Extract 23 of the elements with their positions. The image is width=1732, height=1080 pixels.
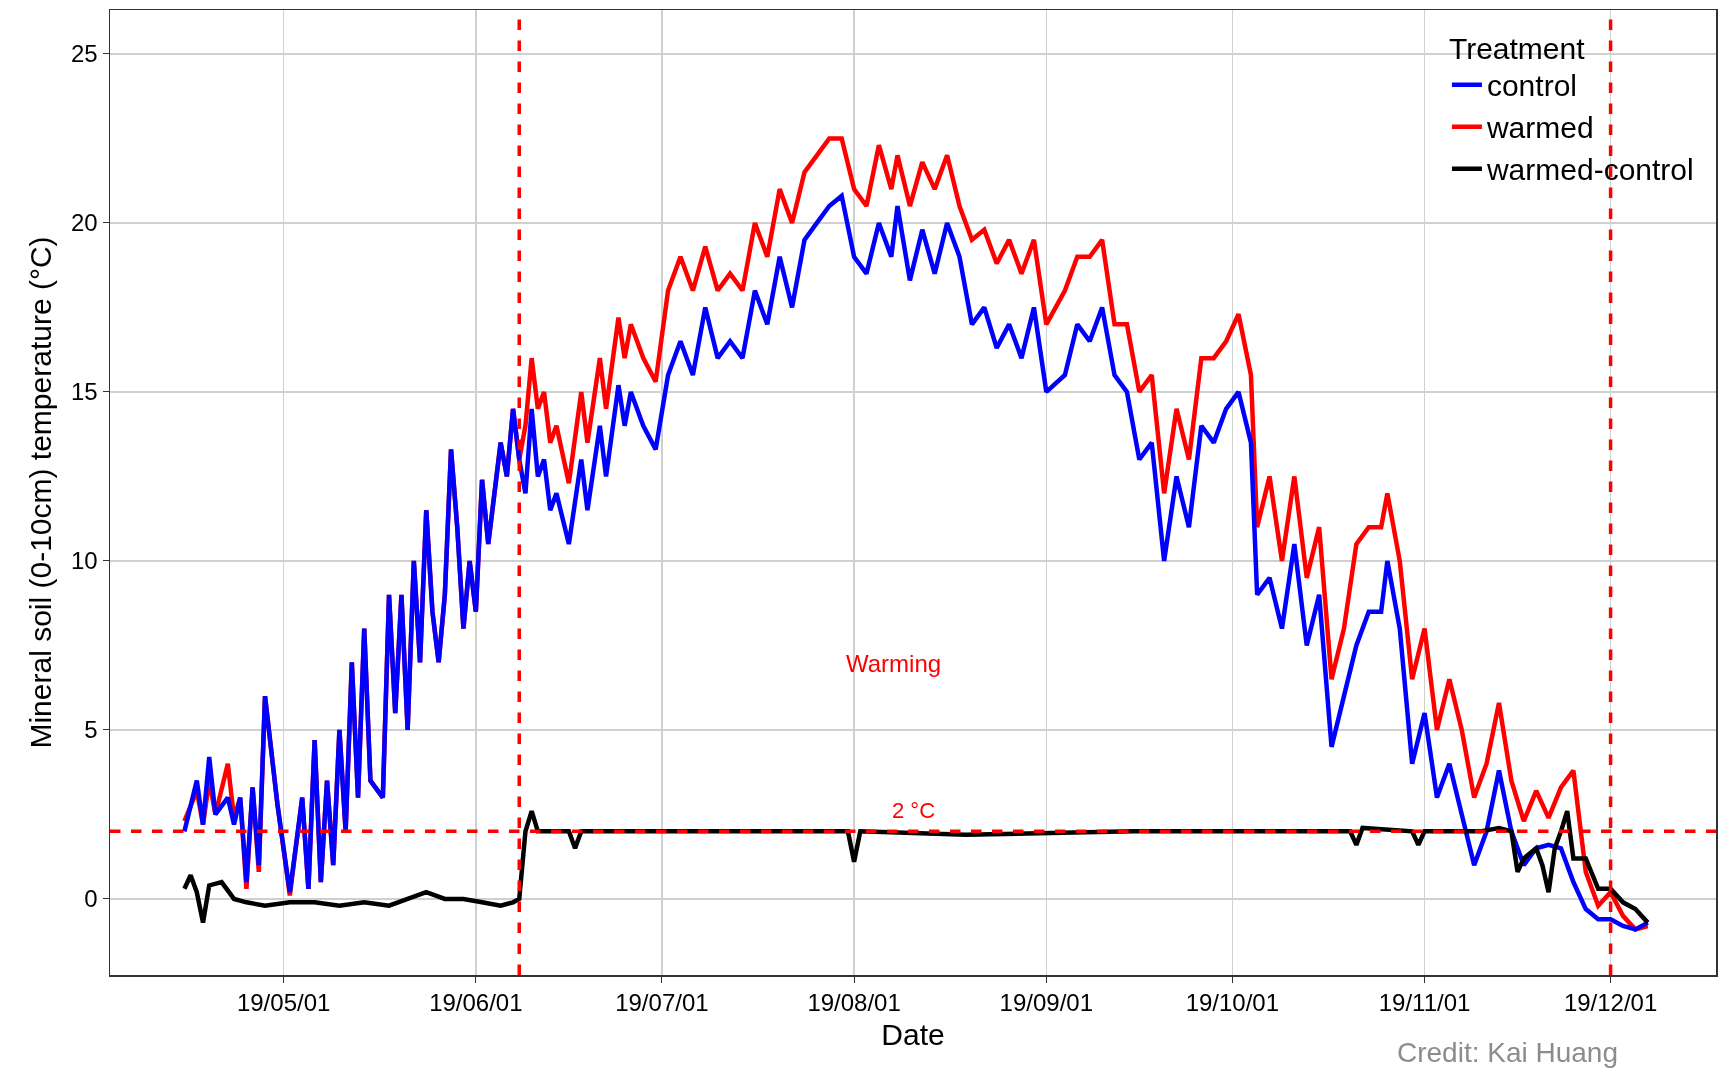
text: Credit: Kai Huang	[1397, 1037, 1619, 1068]
y-tick-label: 15	[71, 378, 98, 406]
x-axis-title: Date	[881, 1017, 945, 1051]
y-tick-label: 0	[84, 885, 98, 913]
legend-label: warmed	[1485, 111, 1594, 145]
y-tick-label: 5	[84, 716, 98, 744]
y-axis-title: Mineral soil (0-10cm) temperature (°C)	[24, 236, 58, 749]
x-tick-label: 19/11/01	[1378, 989, 1471, 1017]
ref-line-label: 2 °C	[892, 798, 936, 823]
x-tick-label: 19/05/01	[236, 989, 331, 1017]
legend-label: control	[1486, 69, 1577, 103]
y-tick-label: 25	[71, 40, 98, 68]
x-tick-label: 19/08/01	[807, 989, 901, 1017]
legend-label: warmed-control	[1485, 153, 1694, 187]
x-tick-label: 19/06/01	[429, 989, 523, 1017]
x-tick-label: 19/12/01	[1563, 989, 1658, 1017]
annotation: Warming	[846, 650, 942, 677]
x-tick-label: 19/09/01	[999, 989, 1094, 1017]
y-tick-label: 20	[71, 209, 98, 237]
x-tick-label: 19/10/01	[1185, 989, 1280, 1017]
legend-title: Treatment	[1448, 31, 1586, 65]
x-tick-label: 19/07/01	[615, 989, 709, 1017]
y-tick-label: 10	[71, 547, 98, 575]
